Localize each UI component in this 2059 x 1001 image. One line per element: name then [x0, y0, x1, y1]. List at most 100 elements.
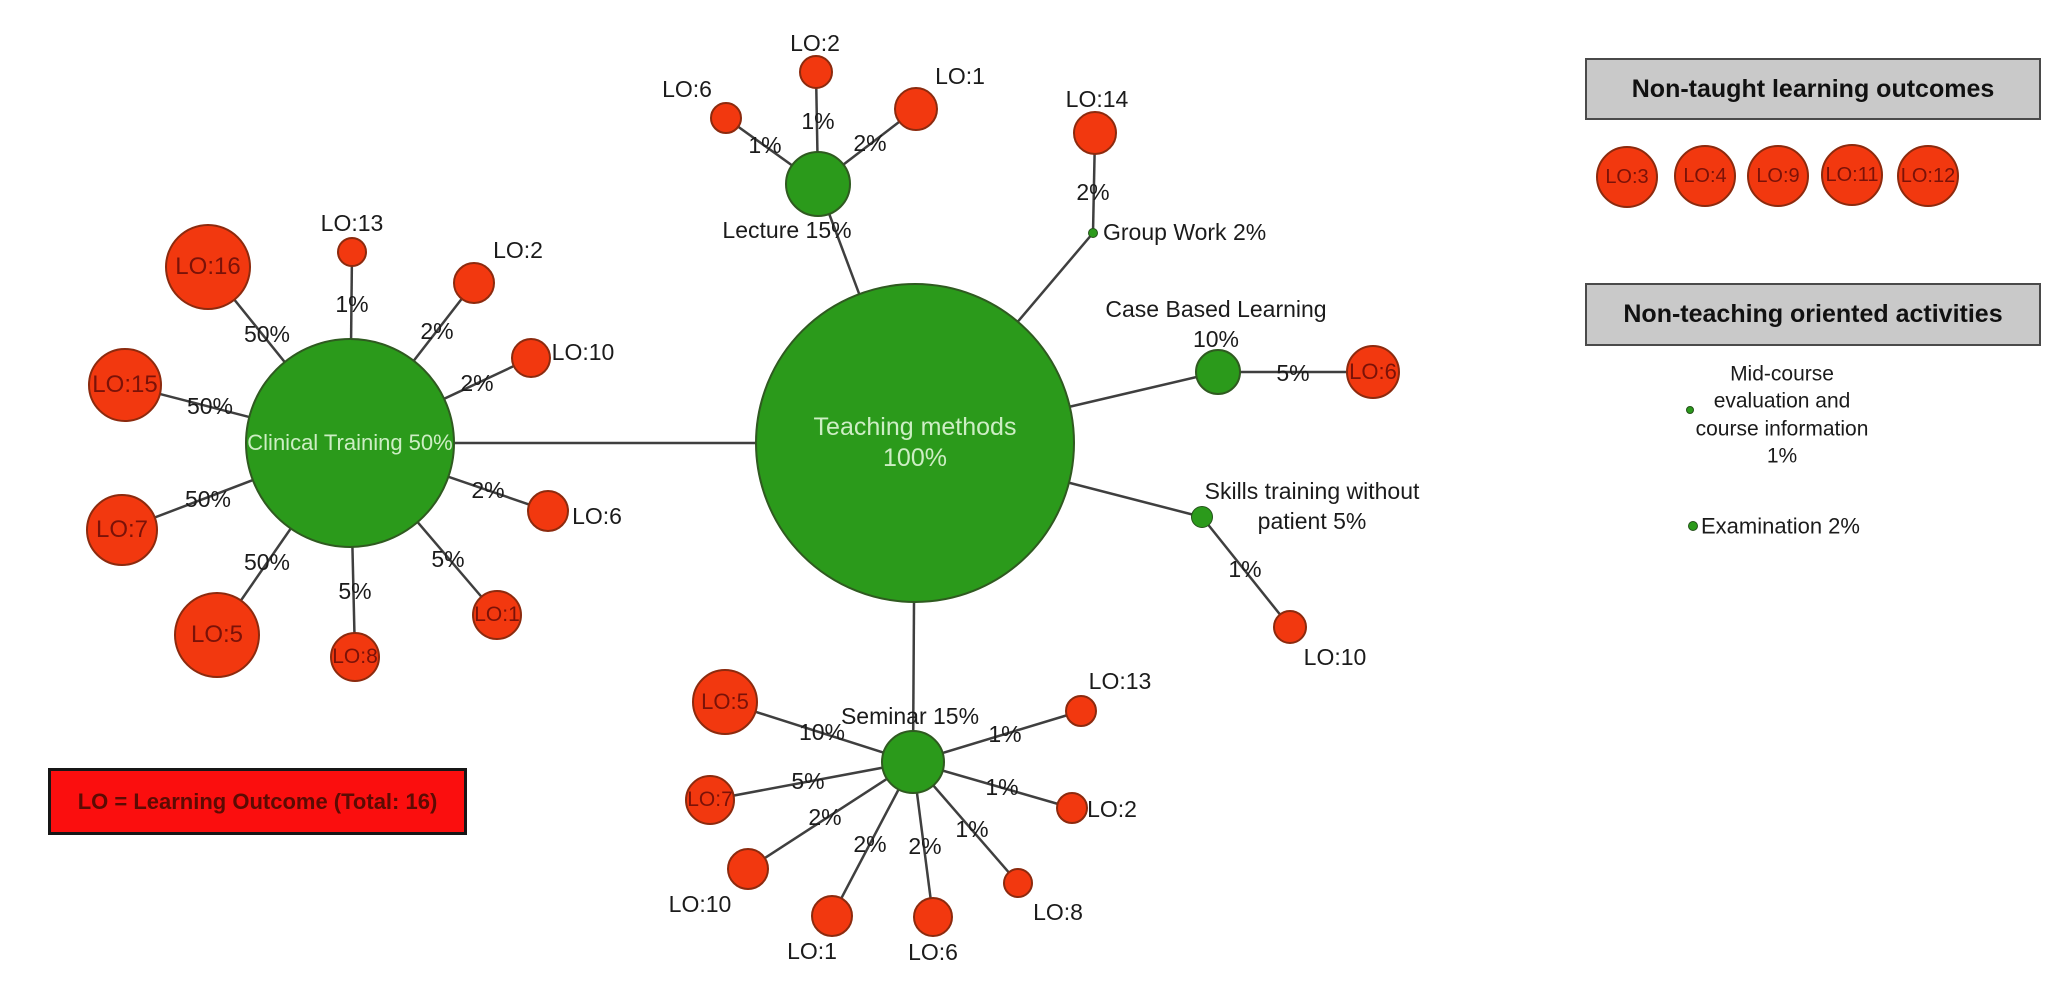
non-taught-outcomes-header: Non-taught learning outcomes — [1585, 58, 2041, 120]
label-case-based-learning-10: Case Based Learning 10% — [1105, 296, 1327, 352]
node-label-cli-lo7: LO:7 — [95, 516, 149, 543]
node-label-cbl-lo6: LO:6 — [1349, 359, 1397, 385]
node-cli-lo8: LO:8 — [330, 632, 380, 682]
node-label-nt-lo12: LO:12 — [1900, 164, 1956, 187]
edge-label-lecture-lec-lo2: 1% — [801, 108, 835, 135]
node-cli-lo2 — [453, 262, 495, 304]
label-mid-course-evaluation-and-course-information-1: Mid-course evaluation and course informati… — [1695, 362, 1869, 468]
label-examination-2: Examination 2% — [1701, 513, 1860, 539]
node-grp-lo14 — [1073, 111, 1117, 155]
node-sem-lo1 — [811, 895, 853, 937]
legend-box: LO = Learning Outcome (Total: 16) — [48, 768, 467, 835]
label-seminar-15: Seminar 15% — [840, 703, 980, 730]
node-label-nt-lo4: LO:4 — [1683, 164, 1727, 187]
node-cli-lo16: LO:16 — [165, 224, 251, 310]
edge-label-seminar-sem-lo5: 10% — [798, 719, 846, 746]
node-midcourse-dot — [1686, 406, 1694, 414]
edge-label-seminar-sem-lo1: 2% — [853, 831, 887, 858]
node-label-clinical: Clinical Training 50% — [247, 430, 453, 456]
node-label-cli-lo5: LO:5 — [190, 621, 244, 648]
node-cli-lo10 — [511, 338, 551, 378]
node-cli-lo5: LO:5 — [174, 592, 260, 678]
edge-label-clinical-cli-lo7: 50% — [184, 486, 232, 513]
label-lo-10: LO:10 — [668, 891, 732, 918]
label-lo-10: LO:10 — [551, 339, 615, 366]
label-lo-8: LO:8 — [1033, 899, 1083, 926]
node-nt-lo11: LO:11 — [1821, 144, 1883, 206]
node-cli-lo6 — [527, 490, 569, 532]
label-lo-6: LO:6 — [662, 76, 712, 103]
edge-label-clinical-cli-lo5: 50% — [243, 549, 291, 576]
node-label-nt-lo3: LO:3 — [1605, 165, 1649, 188]
node-cli-lo1: LO:1 — [472, 590, 522, 640]
edge-label-seminar-sem-lo8: 1% — [955, 816, 989, 843]
node-nt-lo3: LO:3 — [1596, 146, 1658, 208]
node-label-nt-lo9: LO:9 — [1756, 164, 1800, 187]
edge-label-seminar-sem-lo6: 2% — [908, 833, 942, 860]
node-skl-lo10 — [1273, 610, 1307, 644]
label-lo-6: LO:6 — [572, 503, 622, 530]
node-cli-lo13 — [337, 237, 367, 267]
edge-label-clinical-cli-lo8: 5% — [338, 578, 372, 605]
edge-label-groupwork-grp-lo14: 2% — [1076, 179, 1110, 206]
node-lec-lo1 — [894, 87, 938, 131]
node-sem-lo10 — [727, 848, 769, 890]
edge-label-seminar-sem-lo10: 2% — [808, 804, 842, 831]
label-lo-14: LO:14 — [1065, 86, 1129, 113]
label-lo-2: LO:2 — [493, 237, 543, 264]
node-sem-lo7: LO:7 — [685, 775, 735, 825]
node-label-sem-lo7: LO:7 — [687, 787, 733, 811]
node-sem-lo6 — [913, 897, 953, 937]
non-teaching-activities-header: Non-teaching oriented activities — [1585, 283, 2041, 346]
node-nt-lo4: LO:4 — [1674, 145, 1736, 207]
edge-label-lecture-lec-lo1: 2% — [853, 130, 887, 157]
node-label-cli-lo15: LO:15 — [92, 371, 158, 398]
node-lec-lo2 — [799, 55, 833, 89]
edge-label-seminar-sem-lo2: 1% — [985, 774, 1019, 801]
edge-label-clinical-cli-lo1: 5% — [431, 546, 465, 573]
node-sem-lo2 — [1056, 792, 1088, 824]
node-clinical: Clinical Training 50% — [245, 338, 455, 548]
node-sem-lo13 — [1065, 695, 1097, 727]
node-label-sem-lo5: LO:5 — [701, 689, 749, 715]
node-label-cli-lo1: LO:1 — [474, 602, 520, 626]
node-exam-dot — [1688, 521, 1698, 531]
label-lo-6: LO:6 — [908, 939, 958, 966]
node-label-teaching: Teaching methods 100% — [813, 412, 1017, 472]
edge-label-clinical-cli-lo13: 1% — [335, 291, 369, 318]
label-lo-2: LO:2 — [1087, 796, 1137, 823]
node-lecture — [785, 151, 851, 217]
label-lo-2: LO:2 — [790, 30, 840, 57]
edge-skills-skl-lo10 — [1201, 516, 1291, 628]
node-label-nt-lo11: LO:11 — [1825, 163, 1879, 186]
edge-label-clinical-cli-lo16: 50% — [243, 321, 291, 348]
node-label-cli-lo8: LO:8 — [332, 644, 378, 668]
node-sem-lo8 — [1003, 868, 1033, 898]
label-lo-13: LO:13 — [1088, 668, 1152, 695]
edge-label-clinical-cli-lo10: 2% — [460, 370, 494, 397]
edge-label-seminar-sem-lo13: 1% — [988, 721, 1022, 748]
edge-label-skills-skl-lo10: 1% — [1228, 556, 1262, 583]
node-teaching: Teaching methods 100% — [755, 283, 1075, 603]
edge-label-casebased-cbl-lo6: 5% — [1276, 360, 1310, 387]
node-label-cli-lo16: LO:16 — [175, 253, 241, 280]
edge-seminar-sem-lo7 — [709, 760, 914, 802]
label-lecture-15: Lecture 15% — [722, 217, 852, 244]
label-lo-1: LO:1 — [935, 63, 985, 90]
node-skills — [1191, 506, 1213, 528]
legend-text: LO = Learning Outcome (Total: 16) — [77, 788, 438, 814]
node-groupwork — [1088, 228, 1098, 238]
label-lo-13: LO:13 — [320, 210, 384, 237]
node-nt-lo12: LO:12 — [1897, 145, 1959, 207]
edge-label-clinical-cli-lo2: 2% — [420, 318, 454, 345]
node-lec-lo6 — [710, 102, 742, 134]
edge-label-lecture-lec-lo6: 1% — [748, 132, 782, 159]
node-casebased — [1195, 349, 1241, 395]
node-sem-lo5: LO:5 — [692, 669, 758, 735]
label-lo-10: LO:10 — [1303, 644, 1367, 671]
label-group-work-2: Group Work 2% — [1103, 219, 1267, 246]
label-lo-1: LO:1 — [787, 938, 837, 965]
edge-label-clinical-cli-lo6: 2% — [471, 477, 505, 504]
edge-label-seminar-sem-lo7: 5% — [791, 768, 825, 795]
